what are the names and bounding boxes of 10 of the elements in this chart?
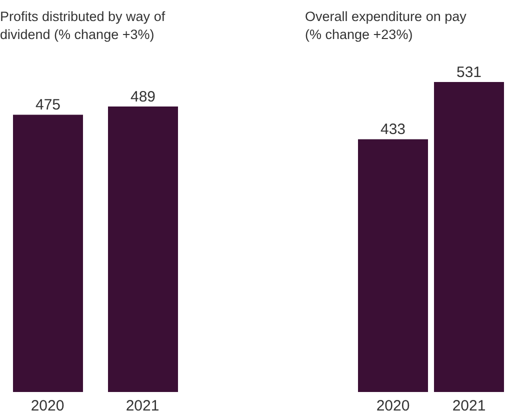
- x-tick-label: 2021: [126, 398, 160, 415]
- data-label: 475: [35, 96, 61, 114]
- x-tick-label: 2021: [452, 398, 486, 415]
- x-tick-label: 2020: [376, 398, 410, 415]
- data-label: 489: [130, 88, 156, 106]
- chart-title: Overall expenditure on pay (% change +23%): [304, 8, 468, 44]
- data-label: 433: [380, 121, 406, 138]
- chart-title: Profits distributed by way of dividend (% change +3%): [0, 8, 166, 44]
- data-label: 531: [456, 64, 482, 81]
- x-tick-label: 2020: [30, 398, 64, 415]
